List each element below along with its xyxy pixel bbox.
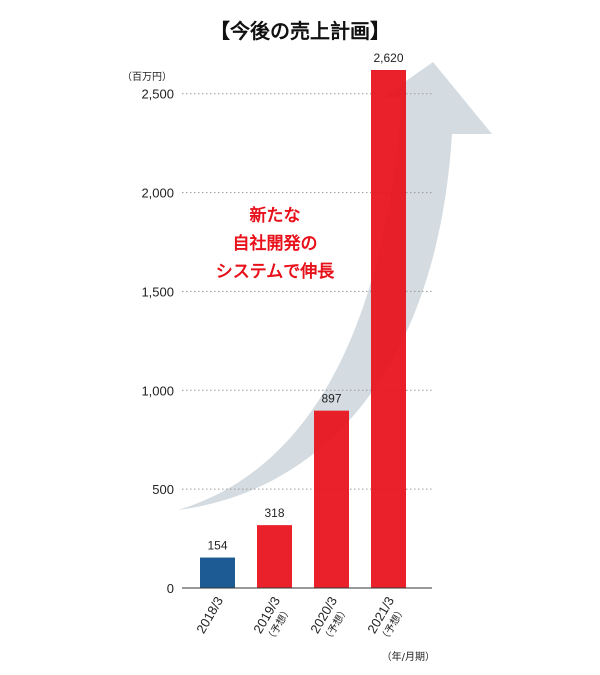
y-tick-label: 0 <box>167 581 174 596</box>
bar-value-label: 318 <box>264 506 284 520</box>
x-axis-unit: （年/月期） <box>382 650 435 663</box>
bar-value-label: 154 <box>207 539 227 553</box>
bar <box>200 557 235 588</box>
x-category-group: 2019/3（予想） <box>250 594 294 645</box>
y-tick-label: 2,500 <box>141 87 174 102</box>
bar-value-label: 2,620 <box>373 51 403 65</box>
y-axis: 0 500 1,000 1,500 2,000 2,500 <box>141 87 174 596</box>
annotation-line: システムで伸長 <box>216 261 335 282</box>
x-category-group: 2020/3（予想） <box>307 594 351 645</box>
bars: 154 318 897 2,620 <box>200 51 406 588</box>
y-tick-label: 1,500 <box>141 284 174 299</box>
y-tick-label: 1,000 <box>141 383 174 398</box>
x-category-group: 2021/3（予想） <box>364 594 408 645</box>
bar-value-label: 897 <box>321 392 341 406</box>
annotation-line: 新たな <box>250 205 301 226</box>
annotation-line: 自社開発の <box>233 233 318 254</box>
y-axis-unit: （百万円） <box>122 71 172 83</box>
chart-title: 【今後の売上計画】 <box>210 19 390 43</box>
y-tick-label: 500 <box>152 482 174 497</box>
bar <box>314 410 349 588</box>
growth-arrow <box>178 62 492 510</box>
x-tick-label: 2018/3 <box>193 594 226 636</box>
y-tick-label: 2,000 <box>141 186 174 201</box>
bar <box>257 525 292 588</box>
x-axis: 2018/3 2019/3（予想） 2020/3（予想） 2021/3（予想） <box>193 594 408 645</box>
x-category-group: 2018/3 <box>193 594 226 636</box>
bar <box>371 70 406 588</box>
